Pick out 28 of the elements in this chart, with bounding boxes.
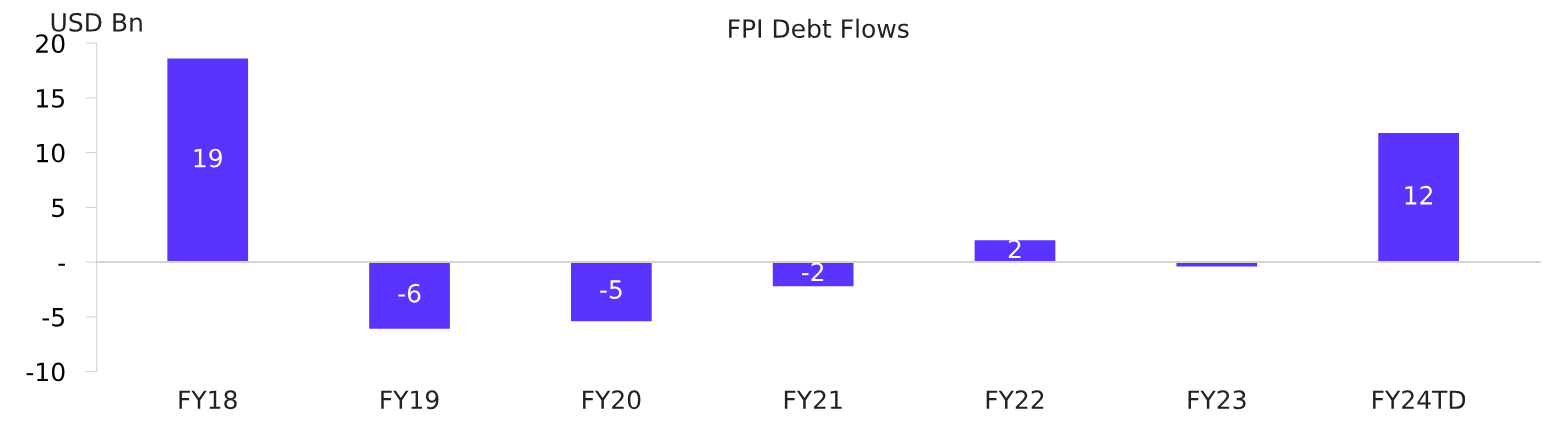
x-tick-label: FY23: [1188, 390, 1246, 410]
data-label: 2: [1008, 239, 1021, 259]
data-label: -2: [801, 262, 824, 282]
chart-title: FPI Debt Flows: [729, 18, 909, 38]
x-tick-label: FY20: [583, 390, 641, 410]
bar: [570, 262, 652, 322]
data-label: 19: [194, 148, 222, 168]
bar: [167, 58, 249, 263]
data-label: -6: [398, 283, 421, 303]
bar: [1378, 132, 1459, 263]
y-axis-title: USD Bn: [51, 12, 142, 32]
y-tick-label: -10: [26, 362, 65, 382]
x-tick-label: FY22: [986, 390, 1044, 409]
bar: [974, 240, 1056, 263]
x-tick-label: FY19: [381, 390, 439, 410]
x-tick-label: FY21: [784, 390, 842, 409]
data-label: 12: [1405, 185, 1433, 205]
data-label: -5: [600, 280, 622, 299]
x-tick-label: FY18: [179, 390, 237, 410]
y-tick-label: 15: [37, 89, 64, 108]
y-tick-label: 20: [36, 34, 65, 54]
bar: [772, 262, 854, 287]
y-tick-label: -5: [42, 308, 64, 327]
bar: [369, 262, 450, 329]
x-tick-label: FY24TD: [1373, 390, 1466, 409]
y-tick-label: 10: [37, 143, 65, 163]
y-tick-label: -: [58, 263, 65, 266]
y-tick-label: 5: [52, 198, 64, 218]
